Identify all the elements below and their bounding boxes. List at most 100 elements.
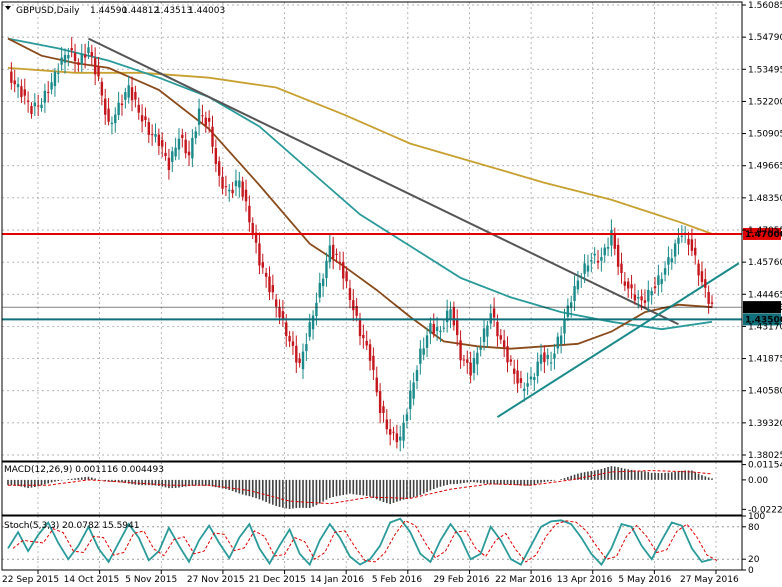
candle-body (80, 53, 83, 65)
candle-body (559, 335, 563, 345)
candle-body (214, 148, 218, 164)
candle-body (405, 414, 409, 421)
price-tick-label: 1.49665 (748, 162, 782, 172)
candle-body (409, 390, 412, 409)
stoch-tick-label: 100 (748, 512, 765, 522)
candle-body (539, 354, 543, 364)
candle-body (590, 260, 593, 262)
candle-body (248, 205, 251, 223)
candle-body (311, 315, 315, 330)
candle-body (83, 54, 87, 58)
candle-body (100, 81, 104, 96)
candle-body (47, 91, 50, 93)
candle-body (114, 114, 117, 124)
stoch-panel-frame (1, 515, 743, 571)
candle-body (77, 62, 80, 65)
candle-body (425, 335, 429, 348)
candle-body (30, 105, 33, 114)
candle-body (523, 388, 526, 391)
candle-body (130, 87, 134, 101)
candle-body (667, 257, 670, 265)
candle-body (238, 180, 241, 188)
candle-body (321, 278, 325, 287)
candle-body (610, 230, 613, 246)
candle-body (352, 300, 355, 311)
price-level-tag (743, 313, 781, 326)
candle-body (435, 326, 439, 332)
candle-body (385, 419, 389, 430)
candle-body (161, 139, 164, 147)
candle-body (469, 362, 472, 376)
date-tick-label: 14 Jan 2016 (310, 575, 364, 585)
candle-body (140, 115, 144, 122)
candle-body (244, 189, 248, 202)
candle-body (174, 147, 177, 157)
candle-body (295, 345, 298, 363)
candle-body (228, 189, 231, 192)
trendlines (88, 37, 740, 418)
price-tick-label: 1.43170 (748, 322, 782, 332)
candle-body (613, 234, 616, 249)
dropdown-triangle-icon (5, 6, 11, 10)
candle-body (73, 52, 77, 62)
candle-body (439, 330, 442, 333)
candle-body (499, 335, 502, 340)
ohlc-open: 1.44590 (90, 6, 127, 16)
candle-body (372, 355, 375, 370)
price-tick-label: 1.53495 (748, 65, 782, 75)
candle-body (382, 406, 385, 413)
symbol-header: GBPUSD,Daily (16, 6, 80, 16)
candle-body (580, 277, 583, 279)
candle-body (328, 245, 332, 263)
price-tick-label: 1.52200 (748, 97, 782, 107)
moving-average-line-3 (7, 37, 713, 350)
candle-body (325, 260, 328, 279)
candle-body (459, 340, 462, 361)
candle-body (677, 237, 680, 244)
stoch-label: Stoch(5,3,3) 20.0782 15.5941 (4, 521, 139, 531)
candle-body (375, 377, 378, 393)
moving-average-line-2 (7, 37, 713, 331)
candle-body (378, 391, 382, 414)
candle-body (164, 152, 167, 157)
candle-body (643, 300, 647, 303)
candle-body (204, 117, 207, 126)
candle-body (489, 313, 492, 324)
candle-body (36, 105, 40, 107)
candle-body (362, 334, 365, 339)
candle-body (191, 137, 194, 159)
candle-body (231, 189, 234, 194)
price-tick-label: 1.38025 (748, 451, 782, 461)
candle-body (278, 307, 281, 318)
candle-body (680, 235, 684, 237)
price-level-label: 1.43500 (745, 315, 782, 325)
candle-body (224, 186, 228, 188)
candle-body (626, 281, 630, 289)
candle-body (43, 90, 47, 103)
stoch-signal-line (12, 519, 718, 563)
candle-body (600, 257, 603, 261)
candle-body (348, 288, 352, 300)
candle-body (254, 232, 258, 243)
candle-body (211, 126, 214, 147)
candle-body (570, 302, 573, 308)
candle-body (516, 370, 519, 384)
candle-body (154, 134, 157, 137)
date-tick-label: 27 Nov 2015 (187, 575, 245, 585)
price-tick-label: 1.39320 (748, 419, 782, 429)
candle-body (110, 122, 114, 125)
candle-body (157, 134, 161, 146)
candle-body (285, 322, 288, 337)
candle-body (315, 302, 318, 316)
candle-body (700, 271, 704, 283)
candle-body (449, 309, 452, 319)
candle-body (16, 84, 20, 88)
candle-body (623, 281, 627, 286)
candle-body (171, 151, 174, 162)
candle-body (197, 108, 201, 125)
candle-body (221, 176, 224, 189)
candle-body (298, 358, 301, 363)
candle-body (479, 347, 482, 350)
candle-body (187, 151, 191, 156)
candle-body (167, 157, 171, 170)
